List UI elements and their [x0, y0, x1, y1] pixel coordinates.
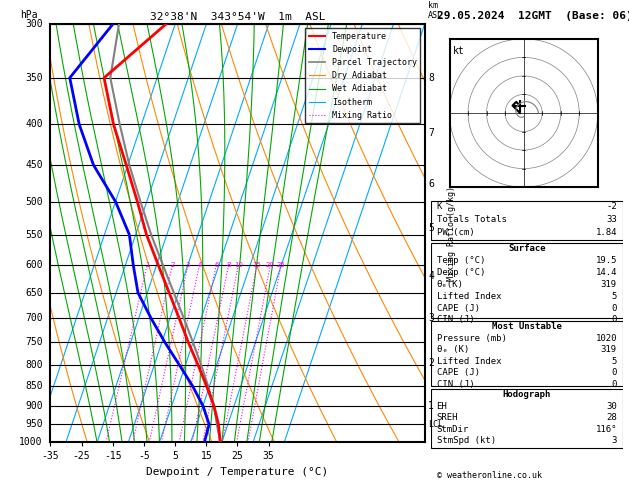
Text: hPa: hPa	[20, 10, 38, 20]
Text: 14.4: 14.4	[596, 268, 617, 277]
Text: 2: 2	[170, 262, 175, 268]
Text: Mixing Ratio (g/kg): Mixing Ratio (g/kg)	[447, 186, 456, 281]
Text: 19.5: 19.5	[596, 256, 617, 265]
Text: 8: 8	[226, 262, 231, 268]
Bar	[431, 321, 623, 386]
Text: 300: 300	[25, 19, 43, 29]
Text: 116°: 116°	[596, 425, 617, 434]
Text: PW (cm): PW (cm)	[437, 228, 474, 237]
Text: 1: 1	[145, 262, 149, 268]
Text: 4: 4	[198, 262, 202, 268]
Text: -2: -2	[606, 202, 617, 211]
Text: K: K	[437, 202, 442, 211]
Text: © weatheronline.co.uk: © weatheronline.co.uk	[437, 471, 542, 480]
Text: 5: 5	[611, 357, 617, 366]
Text: EH: EH	[437, 401, 447, 411]
Text: 25: 25	[277, 262, 286, 268]
Text: 650: 650	[25, 288, 43, 298]
Bar	[431, 389, 623, 448]
X-axis label: Dewpoint / Temperature (°C): Dewpoint / Temperature (°C)	[147, 467, 328, 477]
Text: CIN (J): CIN (J)	[437, 380, 474, 389]
Text: 20: 20	[266, 262, 275, 268]
Text: 5: 5	[611, 292, 617, 301]
Text: 400: 400	[25, 119, 43, 129]
Text: 750: 750	[25, 337, 43, 347]
Text: Dewp (°C): Dewp (°C)	[437, 268, 485, 277]
Text: 319: 319	[601, 345, 617, 354]
Text: 700: 700	[25, 313, 43, 324]
Text: 3: 3	[186, 262, 190, 268]
Text: 1020: 1020	[596, 334, 617, 343]
Text: 0: 0	[611, 304, 617, 312]
Text: StmDir: StmDir	[437, 425, 469, 434]
Text: 950: 950	[25, 419, 43, 430]
Text: 6: 6	[214, 262, 218, 268]
Text: Surface: Surface	[508, 244, 545, 253]
Text: θₑ(K): θₑ(K)	[437, 280, 464, 289]
Bar	[431, 201, 623, 240]
Text: 29.05.2024  12GMT  (Base: 06): 29.05.2024 12GMT (Base: 06)	[437, 11, 629, 21]
Legend: Temperature, Dewpoint, Parcel Trajectory, Dry Adiabat, Wet Adiabat, Isotherm, Mi: Temperature, Dewpoint, Parcel Trajectory…	[306, 29, 420, 123]
Text: Pressure (mb): Pressure (mb)	[437, 334, 506, 343]
Text: 500: 500	[25, 197, 43, 207]
Text: 0: 0	[611, 315, 617, 325]
Text: 7: 7	[428, 128, 434, 138]
Text: 8: 8	[428, 73, 434, 83]
Text: 33: 33	[606, 215, 617, 224]
Text: CAPE (J): CAPE (J)	[437, 368, 480, 377]
Text: Lifted Index: Lifted Index	[437, 357, 501, 366]
Text: Hodograph: Hodograph	[503, 390, 551, 399]
Text: θₑ (K): θₑ (K)	[437, 345, 469, 354]
Text: 850: 850	[25, 381, 43, 391]
Text: 5: 5	[428, 224, 434, 233]
Text: 28: 28	[606, 413, 617, 422]
Text: Lifted Index: Lifted Index	[437, 292, 501, 301]
Text: kt: kt	[452, 46, 464, 56]
Text: 0: 0	[611, 380, 617, 389]
Text: 1.84: 1.84	[596, 228, 617, 237]
Text: 3: 3	[611, 436, 617, 445]
Text: 6: 6	[428, 179, 434, 189]
Text: Temp (°C): Temp (°C)	[437, 256, 485, 265]
Text: 0: 0	[611, 368, 617, 377]
Text: StmSpd (kt): StmSpd (kt)	[437, 436, 496, 445]
Text: 30: 30	[606, 401, 617, 411]
Text: SREH: SREH	[437, 413, 458, 422]
Text: LCL: LCL	[428, 420, 443, 429]
Text: Totals Totals: Totals Totals	[437, 215, 506, 224]
Text: 4: 4	[428, 271, 434, 281]
Text: Most Unstable: Most Unstable	[492, 322, 562, 331]
Text: 450: 450	[25, 160, 43, 170]
Text: 15: 15	[252, 262, 261, 268]
Text: 3: 3	[428, 313, 434, 324]
Text: CAPE (J): CAPE (J)	[437, 304, 480, 312]
Text: 350: 350	[25, 73, 43, 83]
Text: 800: 800	[25, 360, 43, 370]
Text: 10: 10	[234, 262, 243, 268]
Title: 32°38'N  343°54'W  1m  ASL: 32°38'N 343°54'W 1m ASL	[150, 12, 325, 22]
Bar	[431, 243, 623, 318]
Text: 2: 2	[428, 358, 434, 367]
Text: 550: 550	[25, 230, 43, 240]
Text: 900: 900	[25, 400, 43, 411]
Text: 600: 600	[25, 260, 43, 270]
Text: 1: 1	[428, 400, 434, 411]
Text: km
ASL: km ASL	[428, 0, 443, 20]
Text: 1000: 1000	[19, 437, 43, 447]
Text: CIN (J): CIN (J)	[437, 315, 474, 325]
Text: 319: 319	[601, 280, 617, 289]
